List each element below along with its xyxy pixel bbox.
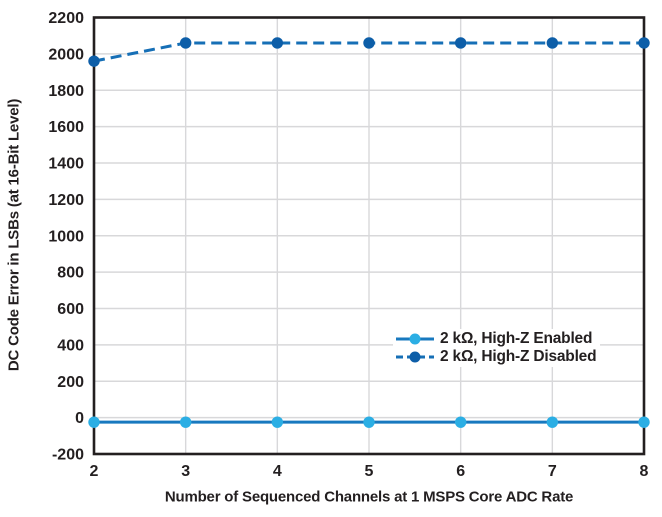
y-tick-label: 1200: [48, 192, 84, 209]
series-marker-1: [546, 37, 559, 49]
series-marker-1: [454, 37, 467, 49]
y-tick-label: 1400: [48, 156, 84, 173]
series-marker-1: [271, 37, 284, 49]
series-marker-0: [179, 416, 192, 428]
legend-item-highz-enabled: 2 kΩ, High-Z Enabled: [395, 330, 596, 348]
x-tick-label: 5: [365, 463, 374, 480]
y-tick-label: 2000: [48, 46, 84, 63]
y-tick-label: 800: [57, 265, 84, 282]
series-marker-1: [638, 37, 650, 49]
x-tick-label: 6: [456, 463, 465, 480]
x-tick-label: 8: [640, 463, 649, 480]
legend-line-sample-disabled: [396, 351, 434, 363]
legend-label-disabled: 2 kΩ, High-Z Disabled: [440, 348, 597, 365]
y-tick-label: 200: [57, 374, 84, 391]
legend-item-highz-disabled: 2 kΩ, High-Z Disabled: [395, 348, 597, 366]
series-marker-0: [638, 416, 650, 428]
x-tick-label: 7: [548, 463, 557, 480]
y-tick-label: 400: [57, 337, 84, 354]
legend-label-enabled: 2 kΩ, High-Z Enabled: [440, 330, 593, 347]
x-tick-label: 4: [273, 463, 282, 480]
y-tick-label: 1600: [48, 119, 84, 136]
legend-line-sample-enabled: [396, 333, 434, 345]
series-marker-0: [363, 416, 375, 428]
series-marker-0: [546, 416, 559, 428]
y-tick-label: 1000: [48, 228, 84, 245]
y-tick-label: -200: [52, 447, 84, 464]
plot-border: [92, 16, 646, 456]
series-marker-0: [271, 416, 284, 428]
series-marker-1: [363, 37, 375, 49]
y-tick-label: 600: [57, 301, 84, 318]
y-tick-label: 0: [75, 410, 84, 427]
y-tick-label: 2200: [48, 10, 84, 27]
series-marker-0: [88, 416, 100, 428]
legend: 2 kΩ, High-Z Enabled 2 kΩ, High-Z Disabl…: [393, 329, 601, 367]
series-marker-0: [454, 416, 467, 428]
series-marker-1: [179, 37, 192, 49]
y-axis-title: DC Code Error in LSBs (at 16-Bit Level): [5, 98, 23, 372]
x-tick-label: 3: [181, 463, 190, 480]
series-marker-1: [88, 55, 100, 67]
x-tick-label: 2: [90, 463, 99, 480]
x-axis-title: Number of Sequenced Channels at 1 MSPS C…: [164, 488, 574, 506]
y-tick-label: 1800: [48, 83, 84, 100]
